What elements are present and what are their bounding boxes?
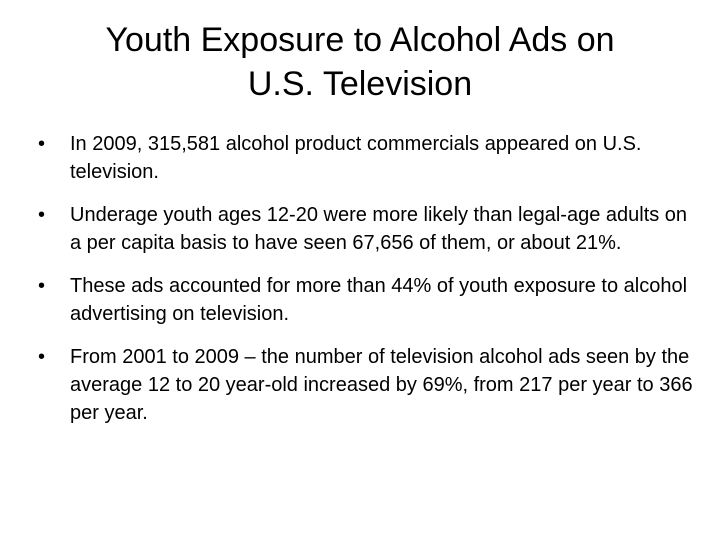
- bullet-text: Underage youth ages 12-20 were more like…: [70, 204, 688, 254]
- bullet-item-1: • In 2009, 315,581 alcohol product comme…: [34, 130, 694, 186]
- bullet-item-3: • These ads accounted for more than 44% …: [34, 272, 694, 328]
- bullet-text: In 2009, 315,581 alcohol product commerc…: [70, 133, 642, 183]
- bullet-list: • In 2009, 315,581 alcohol product comme…: [34, 130, 694, 442]
- bullet-text: These ads accounted for more than 44% of…: [70, 275, 688, 325]
- bullet-dot-icon: •: [38, 204, 46, 226]
- slide-title: Youth Exposure to Alcohol Ads on U.S. Te…: [40, 18, 680, 106]
- bullet-dot-icon: •: [38, 275, 46, 297]
- slide-title-line-1: Youth Exposure to Alcohol Ads on: [105, 21, 615, 59]
- bullet-dot-icon: •: [38, 133, 46, 155]
- bullet-item-4: • From 2001 to 2009 – the number of tele…: [34, 343, 694, 427]
- bullet-dot-icon: •: [38, 346, 46, 368]
- bullet-text: From 2001 to 2009 – the number of televi…: [70, 346, 693, 424]
- bullet-item-2: • Underage youth ages 12-20 were more li…: [34, 201, 694, 257]
- slide-title-line-2: U.S. Television: [247, 65, 473, 103]
